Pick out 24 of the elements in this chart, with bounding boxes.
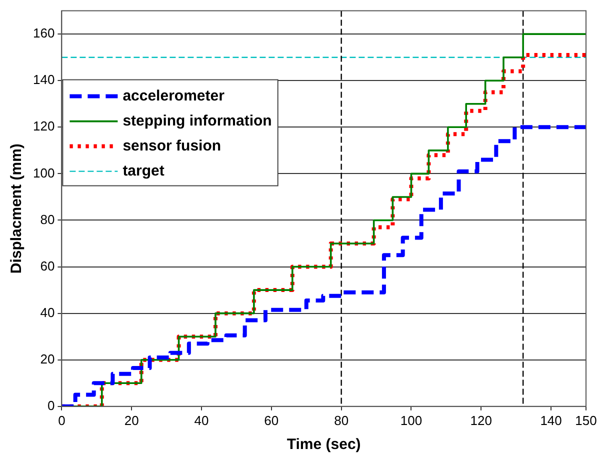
x-tick-label: 20 <box>124 412 139 428</box>
y-tick-label: 160 <box>32 26 55 41</box>
x-tick-label: 120 <box>470 412 492 428</box>
x-tick-label: 60 <box>264 412 279 428</box>
y-tick-label: 100 <box>32 165 55 180</box>
y-tick-label: 120 <box>32 118 55 134</box>
y-axis-title: Displacment (mm) <box>8 144 26 274</box>
y-tick-label: 80 <box>40 212 55 227</box>
x-tick-label: 0 <box>58 412 66 428</box>
x-tick-label: 100 <box>400 412 422 428</box>
x-tick-label: 150 <box>575 412 597 428</box>
legend-label: sensor fusion <box>122 137 222 154</box>
x-tick-label: 40 <box>194 412 209 428</box>
y-tick-label: 60 <box>40 258 55 274</box>
legend-label: stepping information <box>122 112 272 130</box>
y-tick-label: 140 <box>32 72 55 88</box>
legend-label: accelerometer <box>122 87 225 104</box>
x-axis-title: Time (sec) <box>286 436 361 454</box>
legend-label: target <box>122 162 164 180</box>
y-tick-label: 20 <box>40 351 55 366</box>
y-tick-label: 40 <box>40 304 55 320</box>
x-tick-label: 80 <box>334 412 349 428</box>
y-tick-label: 0 <box>47 398 55 413</box>
x-tick-label: 140 <box>540 412 562 428</box>
